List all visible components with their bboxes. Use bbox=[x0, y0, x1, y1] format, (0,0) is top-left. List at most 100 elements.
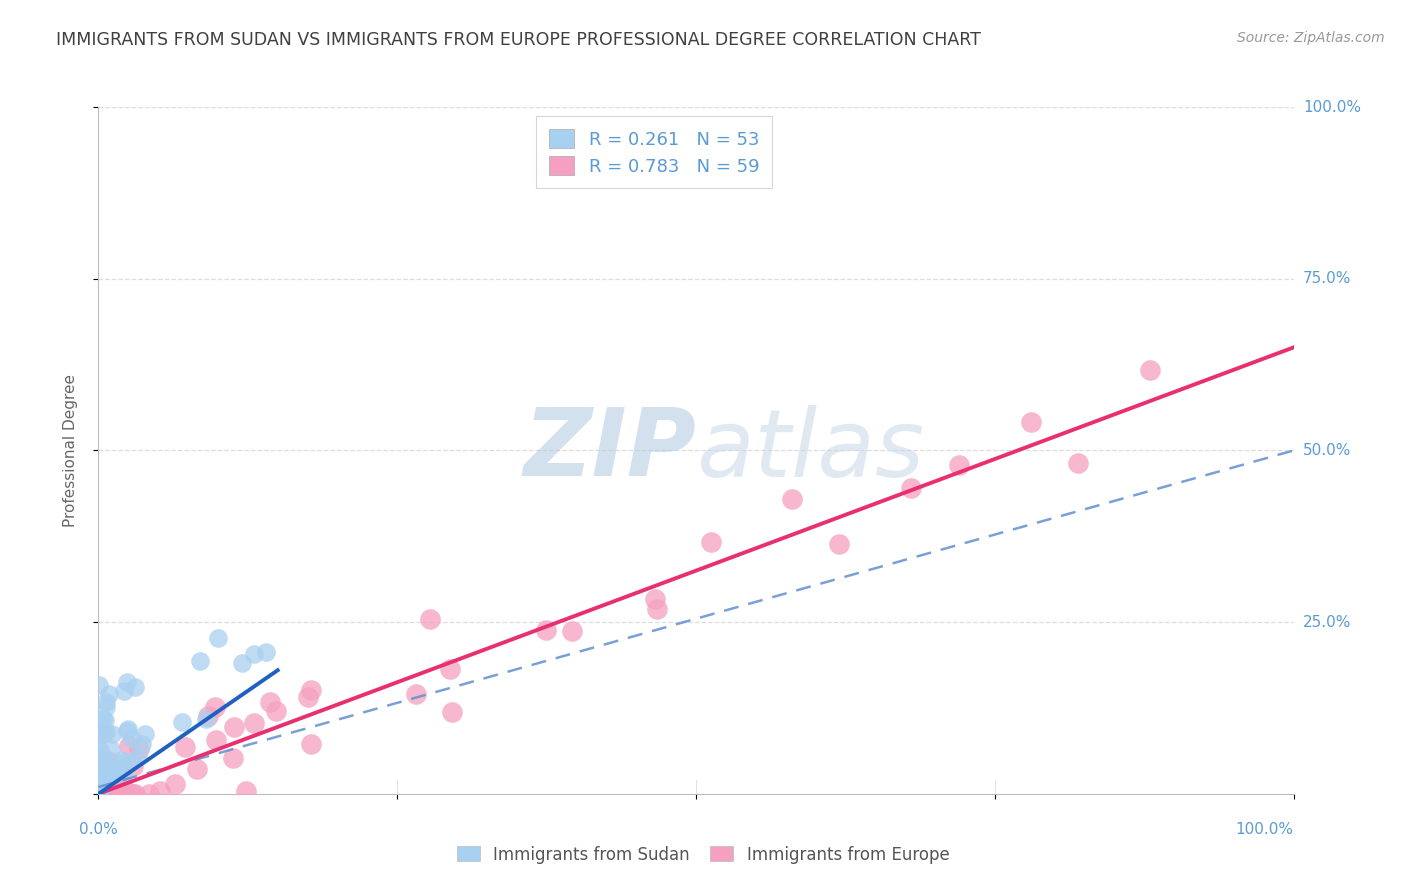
Point bbox=[138, 787, 160, 801]
Text: 50.0%: 50.0% bbox=[1303, 443, 1351, 458]
Point bbox=[419, 612, 441, 626]
Point bbox=[89, 780, 111, 795]
Point bbox=[299, 683, 322, 698]
Point bbox=[100, 742, 122, 756]
Point bbox=[94, 695, 117, 709]
Point bbox=[91, 779, 114, 793]
Point bbox=[124, 680, 146, 694]
Point bbox=[111, 762, 134, 776]
Point bbox=[440, 705, 463, 719]
Text: Source: ZipAtlas.com: Source: ZipAtlas.com bbox=[1237, 31, 1385, 45]
Point bbox=[561, 624, 583, 639]
Point bbox=[91, 712, 114, 726]
Point bbox=[110, 775, 132, 789]
Point bbox=[948, 458, 970, 472]
Point bbox=[90, 714, 112, 728]
Point bbox=[121, 732, 143, 747]
Point bbox=[115, 675, 138, 690]
Point bbox=[93, 714, 115, 728]
Point bbox=[900, 481, 922, 495]
Point bbox=[194, 712, 217, 726]
Point bbox=[439, 662, 461, 676]
Point bbox=[536, 623, 558, 637]
Point bbox=[100, 779, 122, 793]
Point bbox=[222, 751, 245, 765]
Point bbox=[173, 740, 195, 755]
Point bbox=[93, 756, 115, 770]
Point bbox=[1067, 456, 1090, 470]
Point bbox=[94, 787, 117, 801]
Point bbox=[231, 656, 253, 670]
Point bbox=[89, 767, 111, 781]
Point bbox=[90, 727, 112, 741]
Point bbox=[89, 743, 111, 757]
Point bbox=[93, 726, 115, 740]
Legend: Immigrants from Sudan, Immigrants from Europe: Immigrants from Sudan, Immigrants from E… bbox=[450, 839, 956, 871]
Point bbox=[91, 749, 114, 764]
Text: 100.0%: 100.0% bbox=[1303, 100, 1361, 114]
Point bbox=[94, 724, 117, 739]
Point bbox=[128, 742, 150, 756]
Point bbox=[134, 726, 156, 740]
Point bbox=[197, 709, 219, 723]
Point bbox=[117, 724, 139, 739]
Text: IMMIGRANTS FROM SUDAN VS IMMIGRANTS FROM EUROPE PROFESSIONAL DEGREE CORRELATION : IMMIGRANTS FROM SUDAN VS IMMIGRANTS FROM… bbox=[56, 31, 981, 49]
Point bbox=[89, 746, 111, 760]
Point bbox=[104, 764, 127, 779]
Point bbox=[120, 787, 142, 801]
Point bbox=[105, 777, 128, 791]
Point bbox=[1139, 363, 1161, 377]
Point bbox=[98, 765, 121, 780]
Text: ZIP: ZIP bbox=[523, 404, 696, 497]
Point bbox=[110, 756, 132, 771]
Point bbox=[207, 631, 229, 645]
Point bbox=[122, 759, 145, 773]
Point bbox=[90, 716, 112, 731]
Text: 75.0%: 75.0% bbox=[1303, 271, 1351, 286]
Point bbox=[112, 764, 135, 779]
Point bbox=[98, 787, 121, 801]
Point bbox=[94, 700, 117, 714]
Point bbox=[101, 761, 124, 775]
Text: atlas: atlas bbox=[696, 405, 924, 496]
Point bbox=[118, 739, 141, 754]
Point bbox=[94, 764, 117, 778]
Point bbox=[121, 787, 143, 801]
Point bbox=[112, 787, 135, 801]
Point bbox=[699, 535, 721, 549]
Point bbox=[172, 714, 194, 729]
Point bbox=[90, 774, 112, 789]
Point bbox=[90, 775, 112, 789]
Point bbox=[96, 763, 118, 777]
Point bbox=[94, 787, 117, 801]
Point bbox=[89, 753, 111, 767]
Point bbox=[91, 787, 114, 801]
Point bbox=[645, 602, 668, 616]
Point bbox=[94, 757, 117, 772]
Point bbox=[101, 768, 124, 782]
Point bbox=[149, 783, 172, 797]
Point bbox=[89, 787, 111, 801]
Point bbox=[90, 772, 112, 786]
Point bbox=[117, 722, 139, 736]
Point bbox=[299, 737, 322, 751]
Point bbox=[780, 492, 803, 507]
Point bbox=[93, 759, 115, 773]
Point bbox=[90, 787, 112, 801]
Point bbox=[235, 784, 257, 798]
Point bbox=[110, 753, 132, 767]
Point bbox=[89, 678, 111, 692]
Point bbox=[264, 704, 287, 718]
Point bbox=[90, 780, 112, 795]
Point bbox=[127, 750, 149, 764]
Point bbox=[121, 754, 143, 768]
Point bbox=[204, 700, 226, 714]
Point bbox=[100, 727, 122, 741]
Point bbox=[94, 786, 117, 800]
Text: 25.0%: 25.0% bbox=[1303, 615, 1351, 630]
Point bbox=[87, 774, 110, 789]
Point bbox=[259, 695, 281, 709]
Point bbox=[112, 684, 135, 698]
Point bbox=[243, 716, 266, 731]
Point bbox=[91, 779, 114, 793]
